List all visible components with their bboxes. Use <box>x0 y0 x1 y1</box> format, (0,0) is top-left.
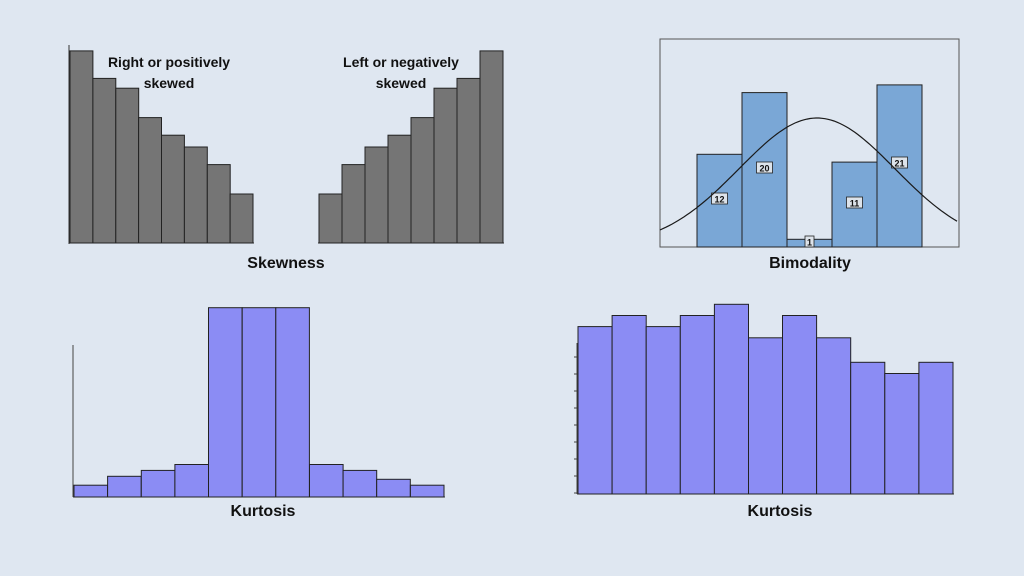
bimodal-data-label: 1 <box>807 238 812 248</box>
kurt-peaked-bar <box>309 464 344 498</box>
kurt-peaked-bar <box>174 464 209 498</box>
bimodal-data-label-box <box>891 156 908 169</box>
skew-right-subtitle: Right or positively skewed <box>84 52 254 94</box>
bimodal-data-label: 21 <box>894 159 904 169</box>
kurtosis-peaked-caption: Kurtosis <box>230 503 296 520</box>
bimodal-normal-curve <box>659 117 958 231</box>
bimodality-caption: Bimodality <box>769 255 851 272</box>
skew-right-subtitle-line2: skewed <box>143 75 195 91</box>
kurt-peaked-bar <box>208 307 243 498</box>
kurtosis-flat-caption: Kurtosis <box>747 503 813 520</box>
bimodal-data-label: 11 <box>850 199 860 209</box>
kurt-flat-bar <box>679 315 715 495</box>
kurt-flat-bar <box>850 361 886 495</box>
skew-right-subtitle-line1: Right or positively <box>107 54 231 70</box>
skewness-caption: Skewness <box>247 255 325 272</box>
kurt-flat-bar <box>713 303 750 495</box>
bimodal-data-label-box <box>846 196 863 209</box>
bimodal-data-label: 20 <box>759 164 769 174</box>
kurt-peaked-bar <box>409 484 445 498</box>
kurt-flat-bar <box>748 337 784 495</box>
kurt-flat-bar <box>782 315 818 495</box>
skew-left-bar <box>479 50 504 244</box>
bimodal-data-label-box <box>804 235 815 248</box>
kurt-flat-bar <box>645 326 681 495</box>
bimodal-data-label-box <box>756 161 773 174</box>
kurt-peaked-bar <box>275 307 310 498</box>
kurt-flat-bar <box>884 373 920 495</box>
bimodal-data-label: 12 <box>714 195 724 205</box>
skew-right-bar <box>229 193 254 244</box>
kurt-flat-bar <box>611 315 647 495</box>
kurt-flat-bar <box>918 361 954 495</box>
kurt-peaked-bar <box>140 469 176 498</box>
kurt-peaked-bar <box>241 307 277 498</box>
kurt-flat-bar <box>816 337 852 495</box>
bimodal-data-label-box <box>711 192 728 205</box>
skew-left-subtitle: Left or negatively skewed <box>316 52 486 94</box>
kurt-flat-bar <box>577 326 613 495</box>
skew-left-subtitle-line2: skewed <box>375 75 427 91</box>
skew-left-subtitle-line1: Left or negatively <box>343 54 459 70</box>
